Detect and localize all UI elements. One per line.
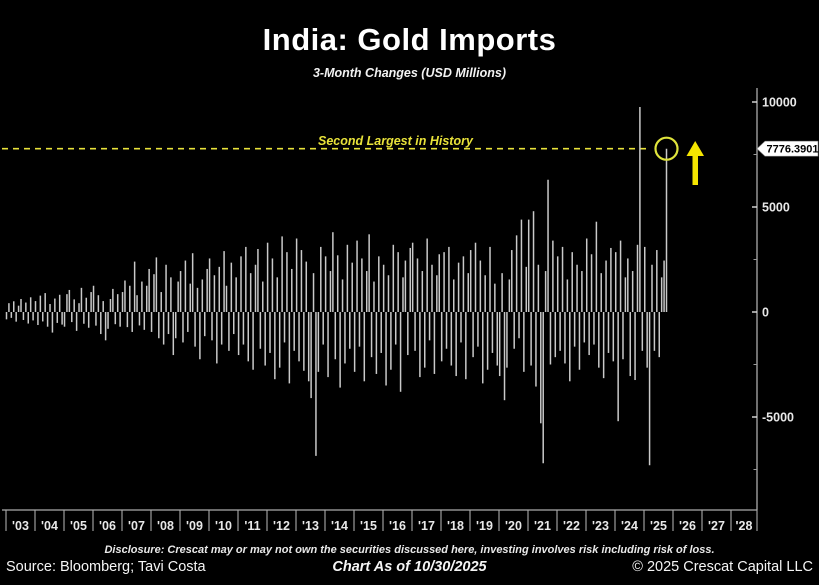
y-axis-tick-label: 5000 xyxy=(762,201,790,215)
x-axis-year-label: '20 xyxy=(505,519,522,533)
x-axis-year-label: '16 xyxy=(389,519,406,533)
value-callout xyxy=(756,140,819,157)
x-axis-year-label: '08 xyxy=(157,519,174,533)
annotation-second-largest-label: Second Largest in History xyxy=(318,134,473,148)
up-arrow-shaft xyxy=(692,154,698,185)
x-axis-year-label: '23 xyxy=(592,519,609,533)
x-axis-year-label: '18 xyxy=(447,519,464,533)
footer-source: Source: Bloomberg; Tavi Costa xyxy=(6,559,206,575)
up-arrow-head xyxy=(686,141,704,156)
x-axis-year-label: '06 xyxy=(99,519,116,533)
footer-disclosure: Disclosure: Crescat may or may not own t… xyxy=(104,544,715,556)
x-axis-year-label: '24 xyxy=(621,519,638,533)
x-axis-year-label: '11 xyxy=(244,519,260,533)
y-axis-tick-label: 10000 xyxy=(762,96,797,110)
x-axis-year-label: '28 xyxy=(736,519,753,533)
footer-copyright: © 2025 Crescat Capital LLC xyxy=(632,559,813,575)
x-axis-year-label: '15 xyxy=(360,519,377,533)
x-axis-year-label: '19 xyxy=(476,519,493,533)
y-axis-tick-label: -5000 xyxy=(762,411,794,425)
x-axis-year-label: '14 xyxy=(331,519,348,533)
x-axis-year-label: '21 xyxy=(534,519,551,533)
x-axis-year-label: '17 xyxy=(418,519,435,533)
x-axis-year-label: '13 xyxy=(302,519,319,533)
x-axis-year-label: '05 xyxy=(70,519,87,533)
x-axis-year-label: '22 xyxy=(563,519,580,533)
chart-subtitle: 3-Month Changes (USD Millions) xyxy=(312,66,507,80)
y-axis-tick-label: 0 xyxy=(762,306,769,320)
x-axis-year-label: '03 xyxy=(12,519,29,533)
x-axis-year-label: '09 xyxy=(186,519,203,533)
highlight-circle xyxy=(654,136,679,161)
x-axis-year-label: '25 xyxy=(650,519,667,533)
x-axis-year-label: '04 xyxy=(41,519,58,533)
x-axis-year-label: '12 xyxy=(273,519,290,533)
footer-row: Source: Bloomberg; Tavi Costa Chart As o… xyxy=(0,559,819,581)
chart-title: India: Gold Imports xyxy=(262,22,557,57)
x-axis-year-label: '07 xyxy=(128,519,145,533)
x-axis-year-label: '27 xyxy=(708,519,725,533)
footer-as-of-date: Chart As of 10/30/2025 xyxy=(332,559,487,575)
value-callout-text: 7776.3901 xyxy=(767,144,819,156)
x-axis-year-label: '10 xyxy=(215,519,232,533)
x-axis-year-label: '26 xyxy=(679,519,696,533)
